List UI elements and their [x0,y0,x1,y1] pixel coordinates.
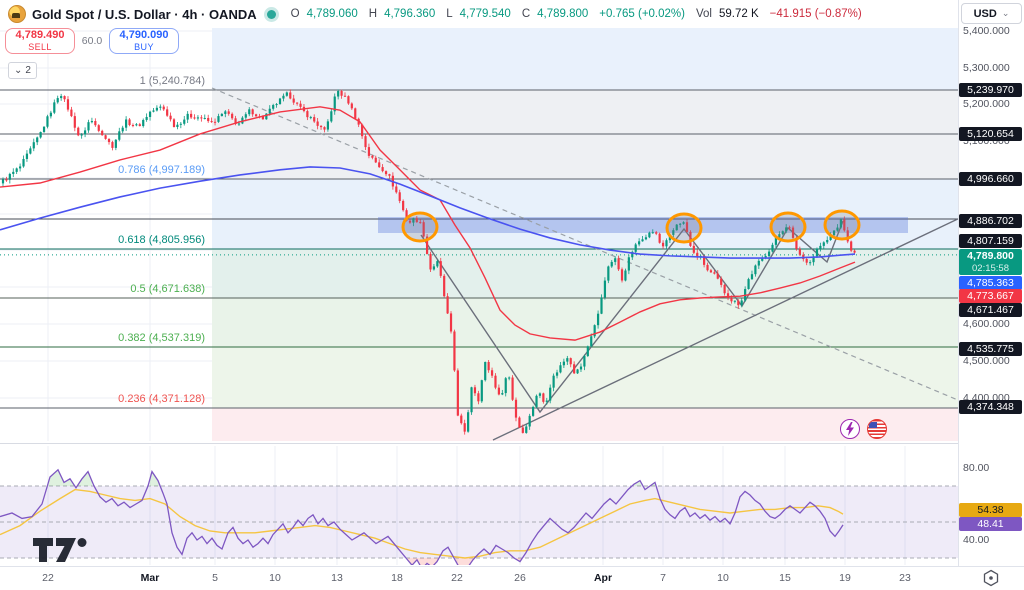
buy-label: BUY [134,42,154,52]
currency-selector[interactable]: USD ⌄ [961,3,1022,24]
highlight-circle[interactable] [401,211,439,243]
rsi-tick: 80.00 [963,462,990,474]
time-tick: 10 [717,572,729,584]
fib-band [212,249,958,298]
ma-slow-line [0,166,856,259]
price-level-label: 4,773.667 [959,289,1022,303]
fib-band [212,298,958,347]
time-tick: 22 [451,572,463,584]
descending-dashed-trendline[interactable] [211,87,965,403]
close-key: C [521,8,531,20]
price-tick: 4,500.000 [963,355,1010,367]
chevron-down-icon: ⌄ [1001,8,1010,18]
time-settings-icon[interactable] [982,569,1000,587]
price-level-label: 4,535.775 [959,342,1022,356]
price-tick: 5,400.000 [963,25,1010,37]
time-axis[interactable]: 22 Mar 5 10 13 18 22 26 Apr 7 10 15 19 23 [0,566,1024,590]
time-tick: 13 [331,572,343,584]
highlight-circle[interactable] [665,212,703,244]
main-pane [0,28,965,441]
time-tick: 18 [391,572,403,584]
time-tick: 26 [514,572,526,584]
trade-widget: 4,789.490 SELL 60.0 4,790.090 BUY [5,28,179,54]
volume-key: Vol [695,8,712,20]
sell-button[interactable]: 4,789.490 SELL [5,28,75,54]
change-value: +0.765 (+0.02%) [599,8,685,20]
rsi-value-label: 48.41 [959,517,1022,531]
open-value: 4,789.060 [306,8,358,20]
pane-divider[interactable] [0,443,1024,444]
close-value: 4,789.800 [537,8,589,20]
rsi-ma-line [0,488,844,559]
open-key: O [290,8,300,20]
rsi-tick: 40.00 [963,534,990,546]
time-tick: 23 [899,572,911,584]
price-level-label: 4,785.363 [959,276,1022,290]
fib-band [212,408,958,441]
rsi-line [0,468,844,565]
bar-countdown: 02:15:58 [972,263,1009,274]
time-tick: 19 [839,572,851,584]
currency-label: USD [973,7,997,20]
lightning-bolt-icon [846,422,854,436]
price-level-label: 4,886.702 [959,214,1022,228]
rsi-pane [0,446,958,565]
price-level-label: 4,807.159 [959,234,1022,248]
instant-trading-icon[interactable] [840,419,860,439]
ascending-support-trendline[interactable] [492,217,962,441]
price-tick: 5,300.000 [963,62,1010,74]
resistance-zone-rectangle[interactable] [378,217,908,233]
symbol-logo-icon [8,5,26,23]
tradingview-logo [33,538,87,562]
time-tick: 10 [269,572,281,584]
rsi-value-label: 54.38 [959,503,1022,517]
fib-band [212,28,958,90]
market-status-icon [266,9,276,19]
buy-button[interactable]: 4,790.090 BUY [109,28,179,54]
spread-value: 60.0 [81,35,103,47]
symbol-title[interactable]: Gold Spot / U.S. Dollar · 4h · OANDA [32,6,257,22]
low-value: 4,779.540 [459,8,511,20]
volume-change-value: −41.915 (−0.87%) [769,8,862,20]
time-tick: 5 [212,572,218,584]
current-price: 4,789.800 [967,250,1014,262]
current-price-label: 4,789.800 02:15:58 [959,249,1022,275]
highlight-circle[interactable] [823,209,861,241]
us-market-flag-icon[interactable] [867,419,887,439]
chevron-down-icon: ⌄ [14,65,23,76]
price-level-label: 4,374.348 [959,400,1022,414]
buy-price: 4,790.090 [119,29,169,41]
high-value: 4,796.360 [384,8,436,20]
time-tick: Apr [593,572,613,584]
time-tick: 15 [779,572,791,584]
time-tick: 7 [660,572,666,584]
price-level-label: 5,120.654 [959,127,1022,141]
low-key: L [446,8,453,20]
high-key: H [368,8,378,20]
time-tick: Mar [140,572,160,584]
time-tick: 22 [42,572,54,584]
price-tick: 4,600.000 [963,318,1010,330]
sell-price: 4,789.490 [15,29,65,41]
sell-label: SELL [28,42,52,52]
price-level-label: 4,671.467 [959,303,1022,317]
price-level-label: 5,239.970 [959,83,1022,97]
collapse-count: 2 [25,65,31,76]
chart-header: Gold Spot / U.S. Dollar · 4h · OANDA O 4,… [0,0,958,28]
ma-fast-line [0,106,856,341]
indicators-collapse-button[interactable]: ⌄ 2 [8,62,37,79]
price-level-label: 4,996.660 [959,172,1022,186]
highlight-circle[interactable] [769,211,807,243]
volume-value: 59.72 K [718,8,759,20]
price-tick: 5,200.000 [963,98,1010,110]
